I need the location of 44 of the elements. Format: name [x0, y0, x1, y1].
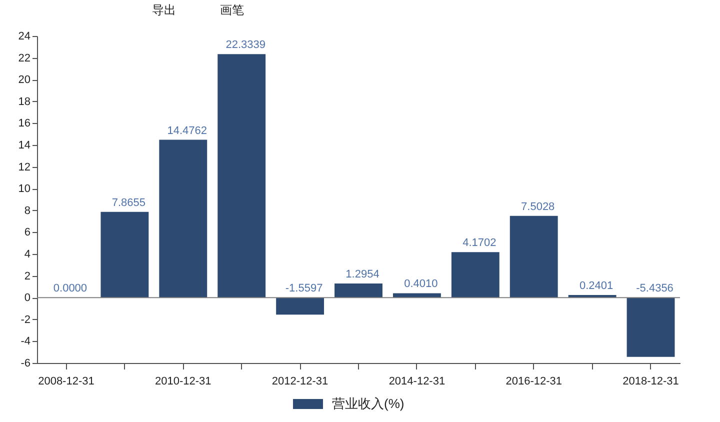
data-label: 1.2954 — [346, 268, 380, 280]
y-tick-label: -6 — [20, 358, 30, 370]
y-tick-label: -2 — [20, 314, 30, 326]
x-tick-label: 2016-12-31 — [506, 376, 562, 388]
data-label: 0.0000 — [53, 282, 88, 295]
data-label: 0.2401 — [579, 280, 614, 292]
y-tick-label: 24 — [18, 30, 30, 42]
y-tick-label: 8 — [24, 204, 30, 217]
x-tick-label: 2012-12-31 — [272, 376, 328, 388]
data-label: 22.3339 — [226, 39, 266, 52]
y-tick-label: 16 — [18, 118, 30, 130]
data-label: 4.1702 — [462, 237, 496, 250]
y-tick-label: 22 — [18, 52, 30, 64]
data-label: 0.4010 — [404, 278, 438, 290]
data-label: 14.4762 — [167, 124, 208, 137]
data-label: 7.5028 — [521, 200, 555, 213]
bar — [451, 252, 500, 298]
x-tick-label: 2008-12-31 — [38, 376, 94, 388]
text: 导出 — [152, 3, 176, 17]
y-tick-label: 6 — [24, 226, 30, 239]
y-tick-label: 0 — [24, 292, 30, 304]
bar — [276, 298, 324, 315]
y-tick-label: -4 — [20, 336, 30, 348]
x-tick-label: 2014-12-31 — [388, 376, 446, 388]
y-tick-label: 10 — [18, 183, 30, 196]
y-tick-label: 20 — [18, 74, 30, 86]
bar — [626, 298, 675, 357]
text: 画笔 — [220, 3, 244, 17]
bar — [218, 54, 266, 298]
legend-label: 营业收入(%) — [332, 396, 404, 411]
x-tick-label: 2010-12-31 — [154, 376, 212, 388]
y-tick-label: 12 — [18, 161, 30, 174]
bar — [100, 212, 149, 298]
bar — [159, 140, 208, 298]
data-label: -5.4356 — [636, 282, 674, 295]
bar — [334, 283, 382, 298]
x-tick-label: 2018-12-31 — [622, 376, 679, 388]
y-tick-label: 14 — [18, 140, 30, 152]
y-tick-label: 18 — [18, 96, 30, 108]
y-tick-label: 4 — [24, 248, 30, 260]
data-label: 7.8655 — [112, 196, 146, 209]
data-label: -1.5597 — [285, 282, 323, 295]
y-tick-label: 2 — [24, 270, 30, 282]
bar — [510, 216, 558, 298]
